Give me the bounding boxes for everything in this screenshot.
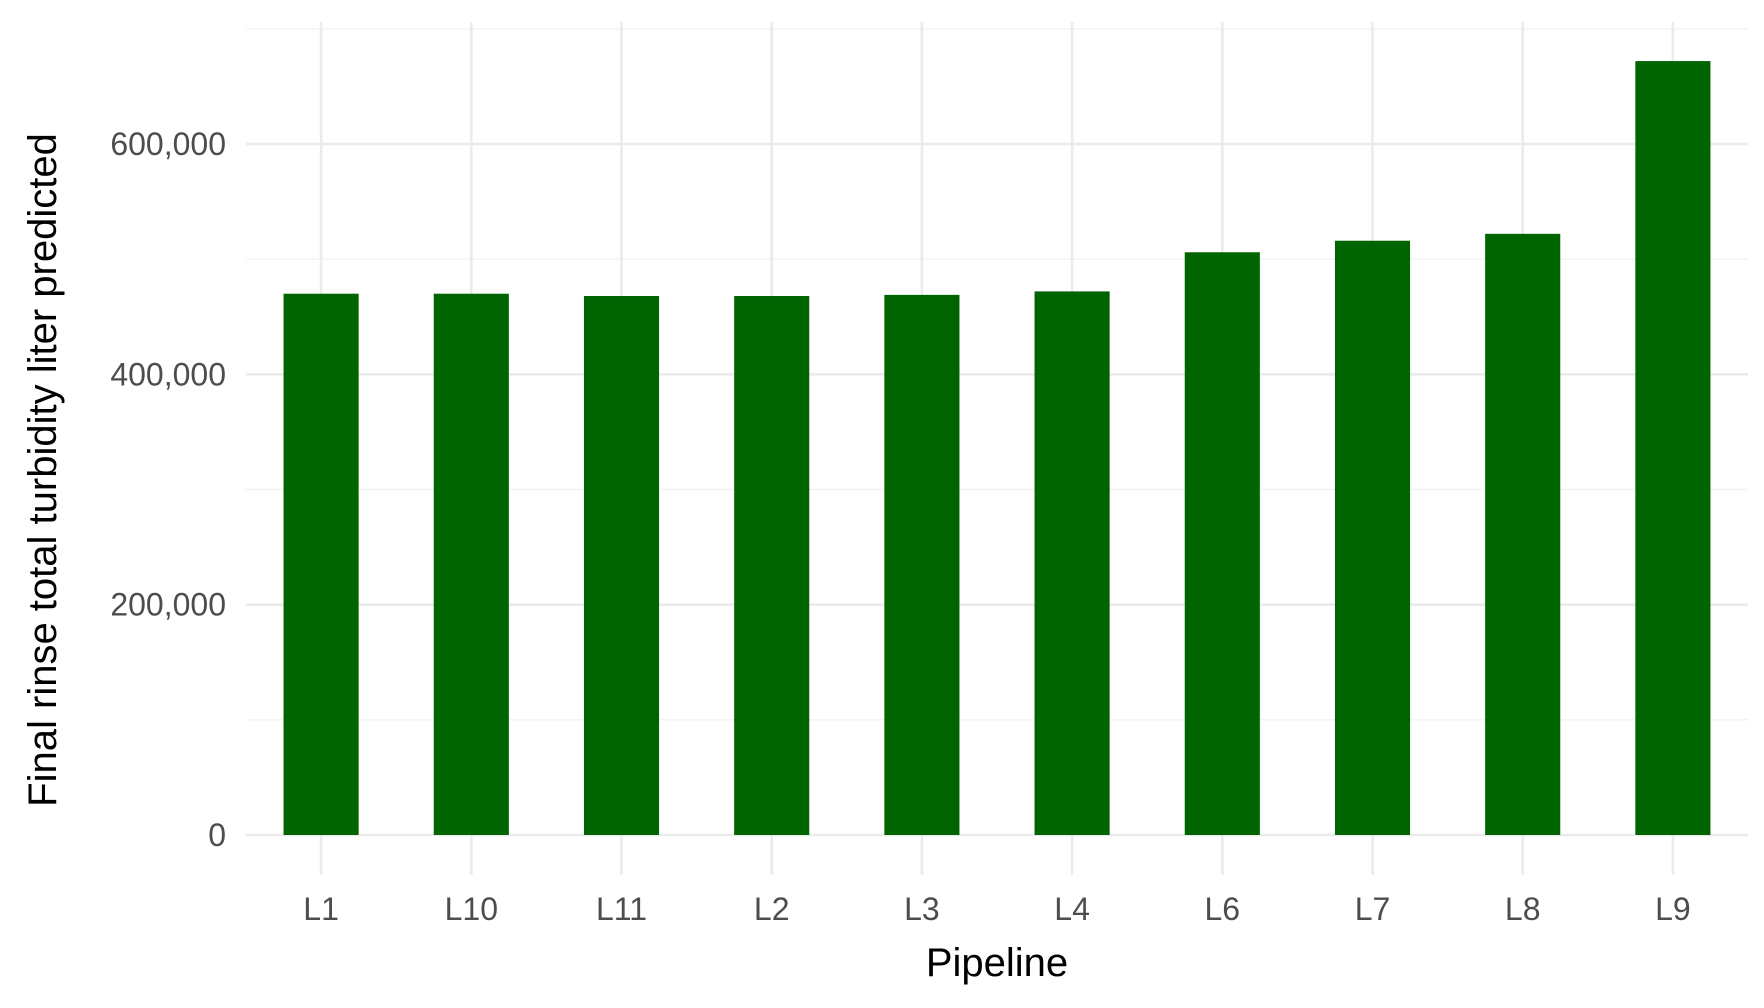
bar-l7	[1334, 240, 1411, 836]
y-axis-ticks: 0 200,000 400,000 600,000	[110, 126, 226, 853]
x-tick-label: L8	[1505, 891, 1541, 927]
bar-l9	[1635, 61, 1711, 835]
y-tick-label: 200,000	[110, 587, 226, 623]
y-axis-title: Final rinse total turbidity liter predic…	[21, 133, 65, 807]
bar-l1	[283, 293, 359, 835]
bar-l10	[433, 293, 509, 835]
y-tick-label: 600,000	[110, 126, 226, 162]
x-tick-label: L2	[754, 891, 790, 927]
bar-l3	[884, 294, 960, 835]
x-axis-ticks: L1 L10 L11 L2 L3 L4 L6 L7 L8 L9	[303, 891, 1690, 927]
y-tick-label: 0	[208, 817, 226, 853]
x-tick-label: L4	[1054, 891, 1090, 927]
x-tick-label: L6	[1205, 891, 1241, 927]
x-tick-label: L1	[303, 891, 339, 927]
x-tick-label: L10	[445, 891, 498, 927]
x-tick-label: L9	[1655, 891, 1691, 927]
x-tick-label: L3	[904, 891, 940, 927]
bar-l6	[1184, 252, 1260, 836]
bar-l11	[583, 296, 660, 835]
bar-l8	[1485, 233, 1561, 835]
bar-l4	[1034, 291, 1110, 835]
y-tick-label: 400,000	[110, 356, 226, 392]
bar-l2	[734, 296, 810, 835]
x-tick-label: L11	[596, 891, 647, 927]
x-axis-title: Pipeline	[926, 941, 1068, 985]
x-tick-label: L7	[1355, 891, 1391, 927]
bars	[283, 61, 1711, 836]
